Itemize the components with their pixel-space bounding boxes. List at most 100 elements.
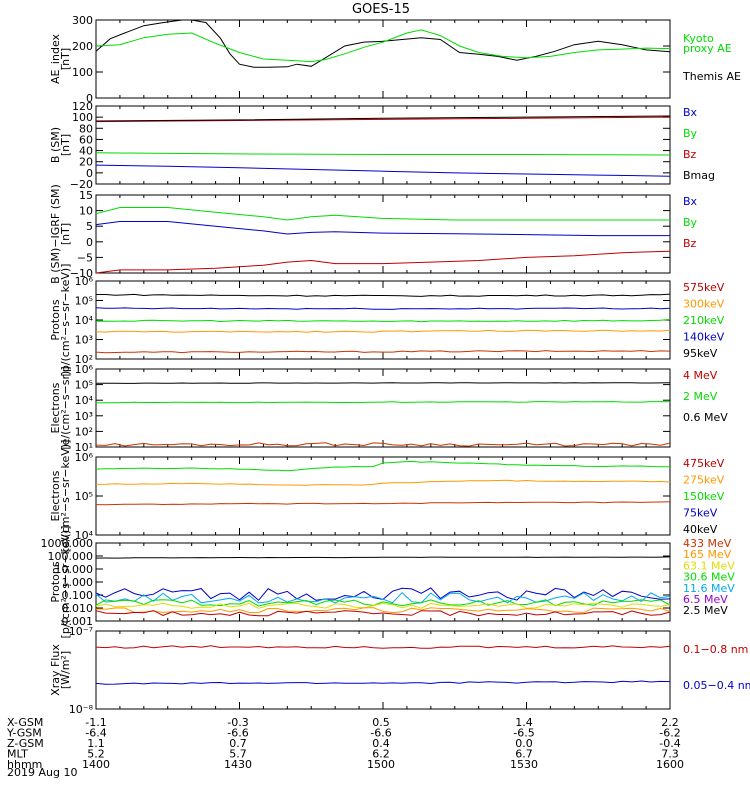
legend-entry: proxy AE bbox=[683, 42, 732, 55]
footer-value: 1.1 bbox=[87, 737, 105, 750]
y-axis-label: Electrons bbox=[49, 470, 62, 521]
series-line bbox=[95, 645, 671, 649]
legend-entry: 210keV bbox=[683, 314, 725, 327]
footer-value: 5.2 bbox=[87, 748, 105, 761]
y-tick-label: 10⁴ bbox=[75, 529, 94, 542]
series-line bbox=[95, 607, 671, 614]
series-line bbox=[96, 293, 671, 297]
series-line bbox=[95, 116, 671, 123]
legend-entry: 6.5 MeV bbox=[683, 593, 728, 606]
legend-entry: 150keV bbox=[683, 490, 725, 503]
footer-row-label: MLT bbox=[7, 748, 28, 761]
footer-value: 0.4 bbox=[372, 737, 390, 750]
y-tick-label: 1000.000 bbox=[41, 537, 94, 550]
y-axis-label: B (SM)−IGRF (SM) bbox=[49, 184, 62, 284]
legend-entry: 575keV bbox=[683, 281, 725, 294]
y-tick-label: 10³ bbox=[75, 334, 93, 347]
footer-value: 1430 bbox=[224, 758, 252, 771]
panel-frame bbox=[95, 368, 671, 448]
y-tick-label: 10⁴ bbox=[75, 314, 94, 327]
y-tick-label: 10² bbox=[75, 425, 93, 438]
series-line bbox=[95, 350, 671, 354]
y-tick-label: 10 bbox=[79, 205, 93, 218]
series-line bbox=[95, 401, 671, 404]
y-tick-label: 60 bbox=[79, 133, 93, 146]
panel-frame bbox=[95, 630, 671, 710]
y-tick-label: 300 bbox=[72, 14, 93, 27]
legend-entry: Bx bbox=[683, 106, 698, 119]
footer-date: 2019 Aug 10 bbox=[7, 766, 77, 779]
y-tick-label: 10⁻⁷ bbox=[69, 625, 93, 638]
footer-value: 0.5 bbox=[372, 716, 390, 729]
y-tick-label: 5 bbox=[86, 220, 93, 233]
legend-entry: 11.6 MeV bbox=[683, 582, 735, 595]
series-line bbox=[95, 29, 671, 63]
y-tick-label: 200 bbox=[72, 40, 93, 53]
legend-entry: 95keV bbox=[683, 347, 718, 360]
panel-frame bbox=[95, 19, 671, 99]
series-line bbox=[95, 318, 671, 323]
footer-value: 7.3 bbox=[661, 748, 679, 761]
legend-entry: 40keV bbox=[683, 523, 718, 536]
footer-row-label: Z-GSM bbox=[7, 737, 44, 750]
legend-entry: Bmag bbox=[683, 169, 715, 182]
series-line bbox=[95, 599, 671, 607]
y-axis-label: B (SM) bbox=[49, 127, 62, 163]
y-tick-label: 0.010 bbox=[62, 602, 94, 615]
footer-value: 1500 bbox=[367, 758, 395, 771]
y-tick-label: 10⁶ bbox=[75, 275, 94, 288]
legend-entry: By bbox=[683, 127, 698, 140]
y-axis-label: Protons bbox=[49, 561, 62, 602]
y-axis-label: [nT] bbox=[59, 223, 72, 245]
series-line bbox=[95, 207, 670, 221]
series-line bbox=[95, 152, 671, 156]
y-axis-label: AE_index bbox=[49, 33, 62, 84]
footer-value: 5.7 bbox=[229, 748, 247, 761]
series-line bbox=[95, 591, 671, 604]
series-line bbox=[95, 250, 671, 274]
panel-frame bbox=[95, 194, 671, 274]
y-axis-label: [p/(cm²−s−sr−keV)] bbox=[59, 526, 72, 639]
series-line bbox=[95, 307, 671, 310]
footer-row-label: Y-GSM bbox=[6, 727, 42, 740]
y-tick-label: 100.000 bbox=[48, 550, 94, 563]
legend-entry: 475keV bbox=[683, 457, 725, 470]
footer-value: 0.0 bbox=[515, 737, 533, 750]
legend-entry: 140keV bbox=[683, 331, 725, 344]
y-tick-label: 10² bbox=[75, 353, 93, 366]
chart-title: GOES-15 bbox=[352, 2, 410, 17]
y-tick-label: 100 bbox=[72, 66, 93, 79]
y-axis-label: Protons bbox=[49, 299, 62, 340]
legend-entry: Kyoto bbox=[683, 32, 714, 45]
legend-entry: Bz bbox=[683, 148, 697, 161]
y-axis-label: [nT] bbox=[59, 134, 72, 156]
legend-entry: Bz bbox=[683, 237, 697, 250]
series-line bbox=[95, 442, 671, 447]
y-tick-label: 0.001 bbox=[62, 615, 94, 628]
y-tick-label: 10⁵ bbox=[75, 295, 93, 308]
y-tick-label: 100 bbox=[72, 111, 93, 124]
series-line bbox=[96, 382, 671, 384]
y-tick-label: −20 bbox=[70, 178, 93, 191]
footer-value: 6.2 bbox=[372, 748, 390, 761]
footer-value: 6.7 bbox=[515, 748, 533, 761]
legend-entry: 275keV bbox=[683, 474, 725, 487]
legend-entry: 433 MeV bbox=[683, 537, 732, 550]
series-line bbox=[95, 164, 671, 177]
y-tick-label: 10³ bbox=[75, 410, 93, 423]
legend-entry: 2 MeV bbox=[683, 390, 718, 403]
footer-value: -0.4 bbox=[659, 737, 680, 750]
y-tick-label: 10⁶ bbox=[75, 363, 94, 376]
y-tick-label: 15 bbox=[79, 189, 93, 202]
footer-row-label: X-GSM bbox=[7, 716, 43, 729]
y-axis-label: Xray Flux bbox=[49, 644, 62, 696]
y-axis-label: [e/(cm²−s−sr)] bbox=[59, 366, 72, 449]
legend-entry: 0.05−0.4 nm bbox=[683, 679, 750, 692]
y-axis-label: [p/(cm²−s−sr−keV)] bbox=[59, 264, 72, 377]
series-line bbox=[95, 479, 671, 486]
y-axis-label: [nT] bbox=[59, 48, 72, 70]
y-tick-label: 10⁻⁸ bbox=[69, 703, 94, 716]
y-tick-label: 10⁵ bbox=[75, 490, 93, 503]
footer-value: -1.1 bbox=[85, 716, 106, 729]
